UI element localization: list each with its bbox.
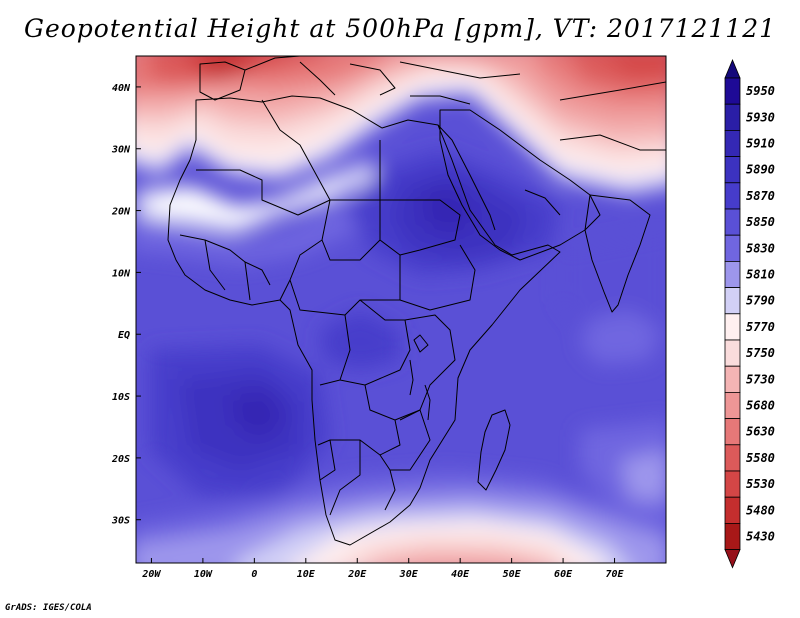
colorbar-label: 5870 — [746, 189, 775, 203]
colorbar-swatch — [724, 156, 741, 184]
lon-tick-label: 0 — [251, 569, 257, 580]
colorbar-label: 5930 — [746, 110, 775, 124]
colorbar-label: 5730 — [746, 372, 775, 386]
colorbar-label: 5530 — [746, 477, 775, 491]
colorbar-swatch — [724, 418, 741, 446]
colorbar-swatch — [724, 313, 741, 341]
lat-tick-label: 10S — [112, 392, 130, 403]
colorbar-swatch — [724, 523, 741, 551]
credit-label: GrADS: IGES/COLA — [5, 603, 92, 613]
colorbar-label: 5950 — [746, 84, 775, 98]
longitude-axis: 20W 10W 0 10E 20E 30E 40E 50E 60E 70E — [141, 558, 625, 580]
colorbar-label: 5890 — [746, 163, 775, 177]
coastlines — [167, 56, 666, 546]
colorbar-label: 5850 — [746, 215, 775, 229]
lat-tick-label: 30S — [111, 516, 130, 527]
geopotential-field — [136, 56, 666, 563]
colorbar-top-arrow — [724, 58, 741, 79]
colorbar-label: 5630 — [746, 425, 775, 439]
colorbar-swatch — [724, 470, 741, 498]
colorbar-swatch — [724, 339, 741, 367]
lat-tick-label: 30N — [111, 145, 131, 156]
colorbar-swatch — [724, 260, 741, 288]
colorbar-label: 5830 — [746, 241, 775, 255]
lat-tick-label: 20N — [111, 207, 131, 218]
lon-tick-label: 40E — [451, 569, 470, 580]
lon-tick-label: 60E — [554, 569, 573, 580]
colorbar-label: 5770 — [746, 320, 775, 334]
lon-tick-label: 70E — [606, 569, 625, 580]
plot-frame — [135, 55, 667, 564]
colorbar-label: 5910 — [746, 137, 775, 151]
colorbar-label: 5430 — [746, 530, 775, 544]
lon-tick-label: 10E — [297, 569, 316, 580]
lon-tick-label: 20W — [141, 569, 161, 580]
plot-title: Geopotential Height at 500hPa [gpm], VT:… — [23, 14, 777, 43]
colorbar-swatch — [724, 496, 741, 524]
colorbar-swatch — [724, 391, 741, 419]
colorbar-label: 5680 — [746, 399, 775, 413]
colorbar-label: 5790 — [746, 294, 775, 308]
colorbar-swatch — [724, 103, 741, 131]
colorbar-swatch — [724, 182, 741, 210]
lon-tick-label: 20E — [347, 569, 367, 580]
lon-tick-label: 50E — [503, 569, 522, 580]
colorbar-swatch — [724, 77, 741, 105]
lat-tick-label: 10N — [112, 268, 131, 279]
colorbar-swatch — [724, 208, 741, 236]
colorbar-swatch — [724, 365, 741, 393]
colorbar-swatch — [724, 444, 741, 472]
lon-tick-label: 10W — [194, 569, 213, 580]
lat-tick-label: EQ — [118, 330, 130, 341]
colorbar-swatch — [724, 129, 741, 157]
colorbar-label: 5750 — [746, 346, 775, 360]
colorbar-bottom-arrow — [724, 549, 741, 569]
latitude-axis: 40N 30N 20N 10N EQ 10S 20S 30S — [111, 83, 141, 527]
lon-tick-label: 30E — [399, 569, 419, 580]
colorbar-swatch — [724, 234, 741, 262]
colorbar-swatch — [724, 287, 741, 315]
colorbar-label: 5580 — [746, 451, 775, 465]
colorbar-label: 5810 — [746, 268, 775, 282]
colorbar-label: 5480 — [746, 503, 775, 517]
lat-tick-label: 20S — [111, 454, 130, 465]
lat-tick-label: 40N — [112, 83, 131, 94]
colorbar: 5950 5930 5910 5890 5870 5850 5830 5810 5790 5770… — [724, 58, 775, 569]
